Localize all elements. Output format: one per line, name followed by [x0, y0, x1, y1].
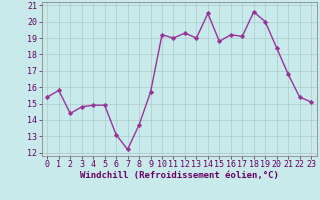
X-axis label: Windchill (Refroidissement éolien,°C): Windchill (Refroidissement éolien,°C) [80, 171, 279, 180]
